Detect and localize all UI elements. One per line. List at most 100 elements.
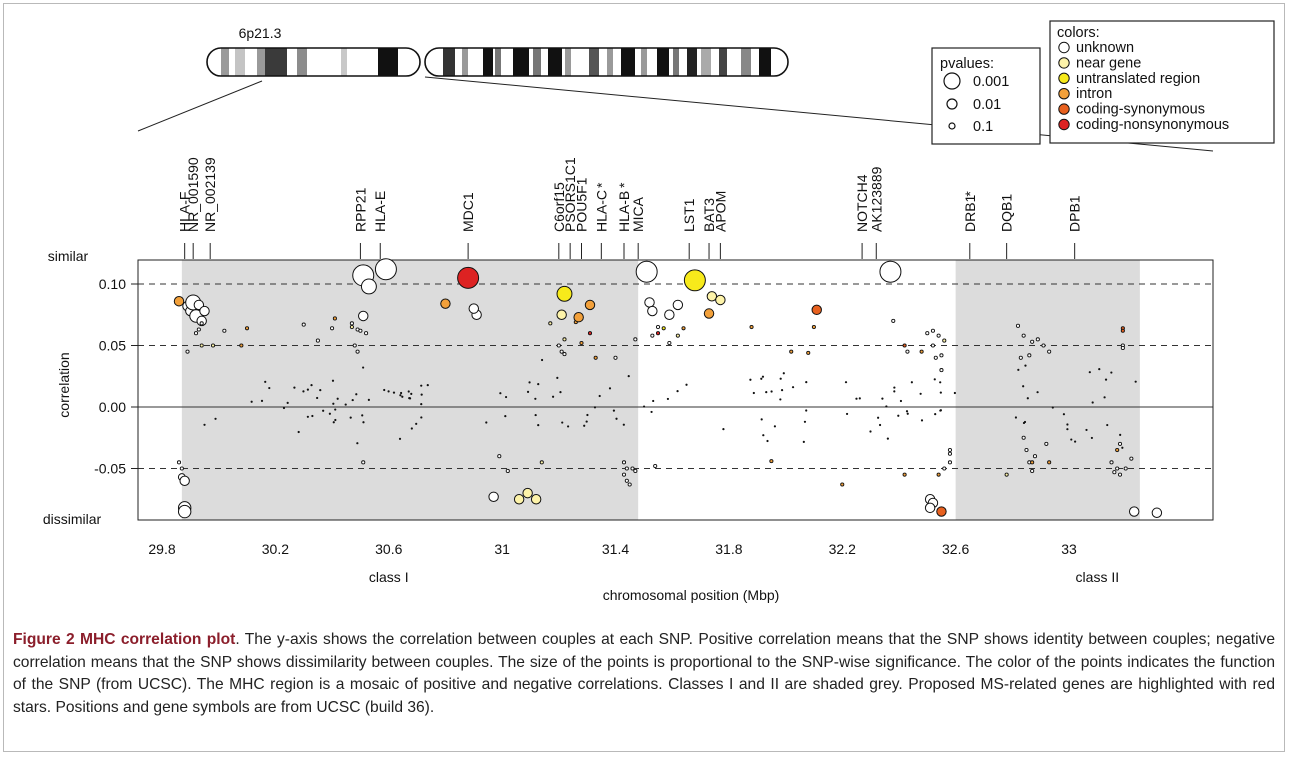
figure-border xyxy=(3,3,1285,752)
point-minor xyxy=(293,386,296,389)
point-near-gene xyxy=(349,324,354,330)
point-unknown xyxy=(924,502,936,514)
point-unknown xyxy=(664,309,675,320)
gene-label: NR_001590 xyxy=(185,157,201,232)
pvalue-large-icon xyxy=(943,72,961,90)
point-minor xyxy=(556,376,559,379)
point-unknown xyxy=(364,331,369,336)
point-minor xyxy=(1036,391,1039,394)
point-minor xyxy=(885,405,888,408)
point-minor xyxy=(585,420,588,423)
gene-star-icon: * xyxy=(593,182,609,188)
point-minor xyxy=(779,398,782,401)
point-minor xyxy=(805,409,808,412)
point-minor xyxy=(1121,446,1124,449)
point-unknown xyxy=(360,278,377,295)
point-minor xyxy=(652,399,655,403)
point-minor xyxy=(1070,438,1073,441)
point-minor xyxy=(869,430,872,433)
band xyxy=(257,48,267,76)
point-unknown xyxy=(891,318,896,323)
point-minor xyxy=(392,391,396,394)
point-minor xyxy=(367,398,370,401)
ideogram-p-arm xyxy=(206,47,421,77)
point-minor xyxy=(203,423,206,426)
point-intron xyxy=(789,349,794,354)
band xyxy=(462,48,468,76)
point-minor xyxy=(1104,378,1108,381)
point-unknown xyxy=(559,349,564,354)
point-minor xyxy=(1022,385,1025,388)
point-minor xyxy=(410,392,413,395)
point-minor xyxy=(551,395,555,398)
point-minor xyxy=(761,375,765,378)
gene-label: APOM xyxy=(712,191,728,232)
gene-label: AK123889 xyxy=(868,166,884,232)
gene-labels: HLA-FNR_001590 NR_002139 RPP21 HLA-E MDC1 C6o… xyxy=(177,157,1083,259)
point-minor xyxy=(1051,406,1054,409)
x-tick-label: 32.6 xyxy=(942,541,969,557)
gene-label: RPP21 xyxy=(352,187,368,232)
point-intron xyxy=(840,482,845,487)
point-unknown xyxy=(1115,466,1120,471)
point-minor xyxy=(749,378,752,381)
point-minor xyxy=(844,381,848,384)
point-minor xyxy=(939,381,942,384)
point-minor xyxy=(676,389,679,393)
band xyxy=(443,48,455,76)
point-minor xyxy=(362,421,365,424)
point-minor xyxy=(399,394,402,397)
point-intron xyxy=(593,355,598,360)
point-unknown xyxy=(621,472,627,477)
point-near-gene xyxy=(513,494,525,505)
point-unknown xyxy=(1027,353,1032,358)
point-minor xyxy=(1074,440,1077,443)
x-tick-label: 31.4 xyxy=(602,541,629,557)
band xyxy=(513,48,529,76)
gene-label: DPB1 xyxy=(1067,195,1083,232)
y-bottom-label: dissimilar xyxy=(43,511,102,527)
data-points xyxy=(173,258,1163,519)
shaded-region-2 xyxy=(955,260,1140,520)
point-minor xyxy=(598,394,601,398)
point-unknown xyxy=(222,328,227,333)
point-unknown xyxy=(905,349,910,354)
point-minor xyxy=(398,437,402,440)
point-minor xyxy=(399,391,403,395)
point-coding-synonymous xyxy=(902,343,907,348)
point-minor xyxy=(485,421,488,424)
point-unknown xyxy=(468,303,480,314)
point-unknown xyxy=(947,447,953,453)
point-unknown xyxy=(930,328,936,333)
point-intron xyxy=(244,326,250,331)
point-intron xyxy=(769,459,774,464)
caption-heading: Figure 2 MHC correlation plot xyxy=(13,631,236,648)
point-minor xyxy=(650,410,653,414)
point-unknown xyxy=(1030,468,1035,474)
color-entry-label: coding-synonymous xyxy=(1076,102,1205,118)
point-untranslated-region xyxy=(683,269,706,292)
pvalue-legend-title: pvalues: xyxy=(940,56,994,72)
point-unknown xyxy=(1032,454,1038,459)
color-entry-label: coding-nonsynonymous xyxy=(1076,117,1229,133)
gene-label: LST1 xyxy=(681,198,697,232)
point-intron xyxy=(573,311,584,323)
band xyxy=(607,48,613,76)
point-near-gene xyxy=(522,487,533,499)
point-minor xyxy=(311,414,314,418)
band xyxy=(657,48,669,76)
band xyxy=(589,48,599,76)
point-minor xyxy=(499,392,502,395)
point-minor xyxy=(302,390,305,393)
point-near-gene xyxy=(942,338,947,343)
point-unknown xyxy=(488,491,499,503)
caption-body: . The y-axis shows the correlation betwe… xyxy=(13,631,1275,716)
point-minor xyxy=(893,390,896,393)
point-unknown xyxy=(624,466,629,471)
point-unknown xyxy=(177,504,192,519)
band-label: 6p21.3 xyxy=(239,25,282,41)
color-swatch-icon xyxy=(1058,41,1070,54)
point-minor xyxy=(760,377,763,380)
point-minor xyxy=(401,395,404,398)
point-unknown xyxy=(1030,339,1035,344)
